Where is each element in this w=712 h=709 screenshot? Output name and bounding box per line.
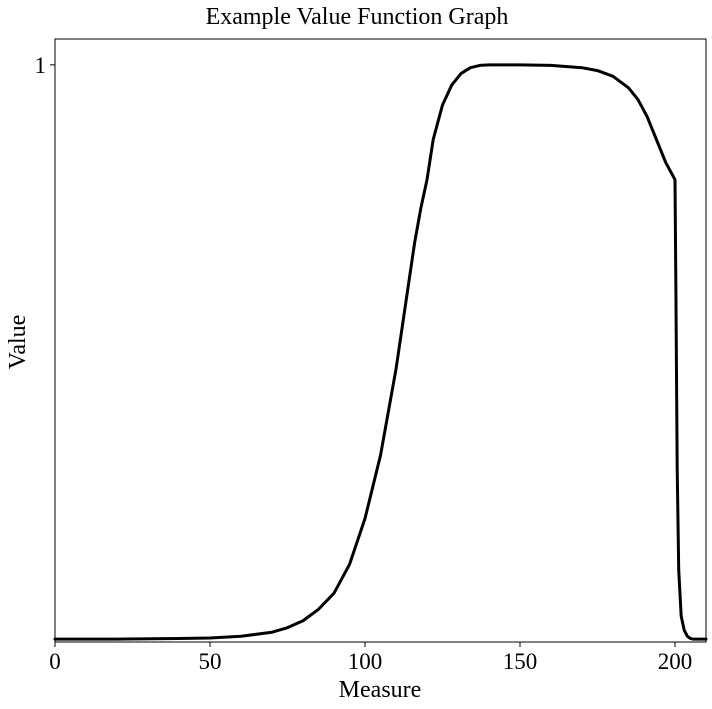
- x-axis-label: Measure: [339, 677, 422, 703]
- plot-area-frame: [54, 38, 707, 643]
- x-tick-label: 200: [658, 649, 693, 674]
- series-line: [53, 63, 708, 641]
- x-tick-label: 0: [49, 649, 61, 674]
- x-axis-ticks: 0 50 100 150 200: [49, 642, 692, 674]
- y-tick-label: 1: [35, 53, 47, 78]
- x-tick-label: 50: [199, 649, 222, 674]
- y-axis-ticks: 1: [35, 53, 55, 78]
- x-tick-label: 100: [348, 649, 383, 674]
- chart-title: Example Value Function Graph: [206, 4, 509, 30]
- y-axis-label: Value: [5, 315, 31, 370]
- x-tick-label: 150: [503, 649, 538, 674]
